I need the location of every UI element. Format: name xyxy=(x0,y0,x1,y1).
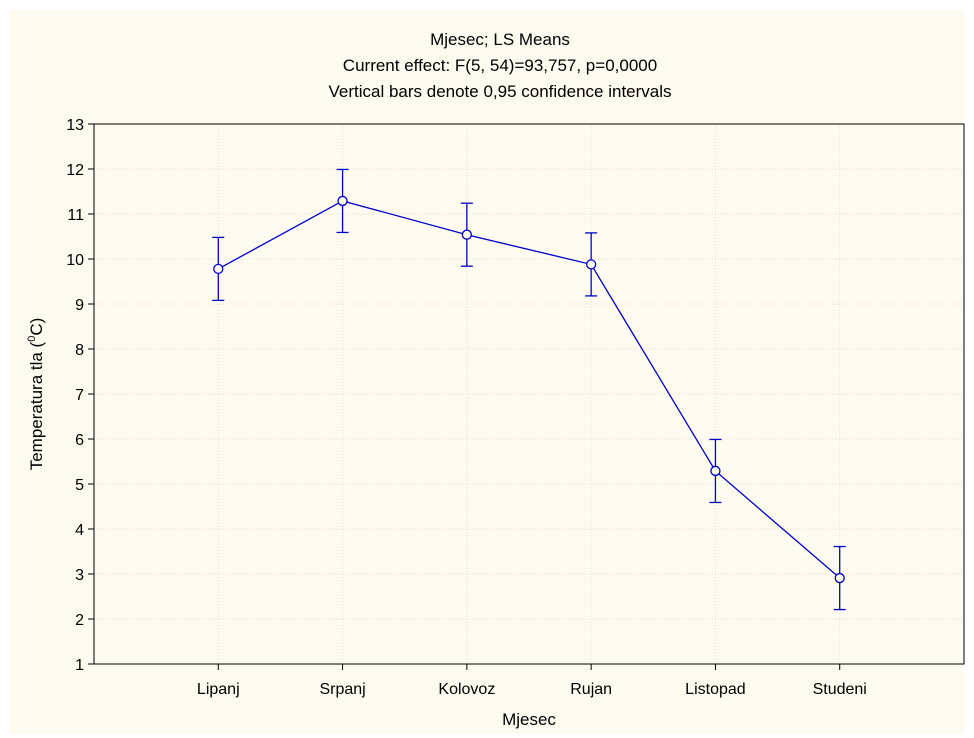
chart-title: Mjesec; LS Means xyxy=(430,30,570,49)
y-tick-label: 13 xyxy=(66,117,84,134)
y-tick-label: 7 xyxy=(75,387,84,404)
data-point xyxy=(213,263,224,275)
y-tick-label: 3 xyxy=(75,567,84,584)
y-axis-label-main: Temperatura tla ( xyxy=(27,341,46,470)
y-tick-label: 10 xyxy=(66,252,84,269)
chart-note: Vertical bars denote 0,95 confidence int… xyxy=(328,82,671,101)
series-line xyxy=(217,200,841,579)
y-tick-label: 8 xyxy=(75,342,84,359)
data-point xyxy=(337,195,348,207)
data-point xyxy=(461,229,473,240)
y-tick-label: 6 xyxy=(75,432,84,449)
series-layer xyxy=(212,168,846,611)
x-tick-label: Listopad xyxy=(685,681,746,698)
x-tick-label: Kolovoz xyxy=(438,681,495,698)
chart-frame xyxy=(10,10,964,734)
x-tick-label: Studeni xyxy=(813,681,867,698)
chart-subtitle: Current effect: F(5, 54)=93,757, p=0,000… xyxy=(343,56,657,75)
y-tick-label: 4 xyxy=(75,522,84,539)
y-tick-label: 5 xyxy=(75,477,84,494)
y-axis-label: Temperatura tla (0C) xyxy=(26,318,46,471)
x-tick-label: Lipanj xyxy=(197,681,240,698)
y-axis-label-end: C) xyxy=(27,318,46,336)
data-point xyxy=(710,465,721,477)
y-tick-label: 12 xyxy=(66,162,84,179)
y-tick-label: 1 xyxy=(75,657,84,674)
data-point xyxy=(585,259,597,270)
grid-lines xyxy=(94,124,964,664)
data-point xyxy=(834,572,845,584)
y-tick-label: 11 xyxy=(67,207,84,224)
x-tick-label: Rujan xyxy=(570,681,612,698)
y-axis-label-sup: 0 xyxy=(26,336,38,342)
x-tick-label: Srpanj xyxy=(319,681,365,698)
y-tick-label: 2 xyxy=(75,612,84,629)
x-axis-label: Mjesec xyxy=(502,710,556,729)
x-axis: Lipanj Srpanj Kolovoz Rujan Listopad Studeni xyxy=(197,664,867,698)
y-tick-label: 9 xyxy=(75,297,84,314)
